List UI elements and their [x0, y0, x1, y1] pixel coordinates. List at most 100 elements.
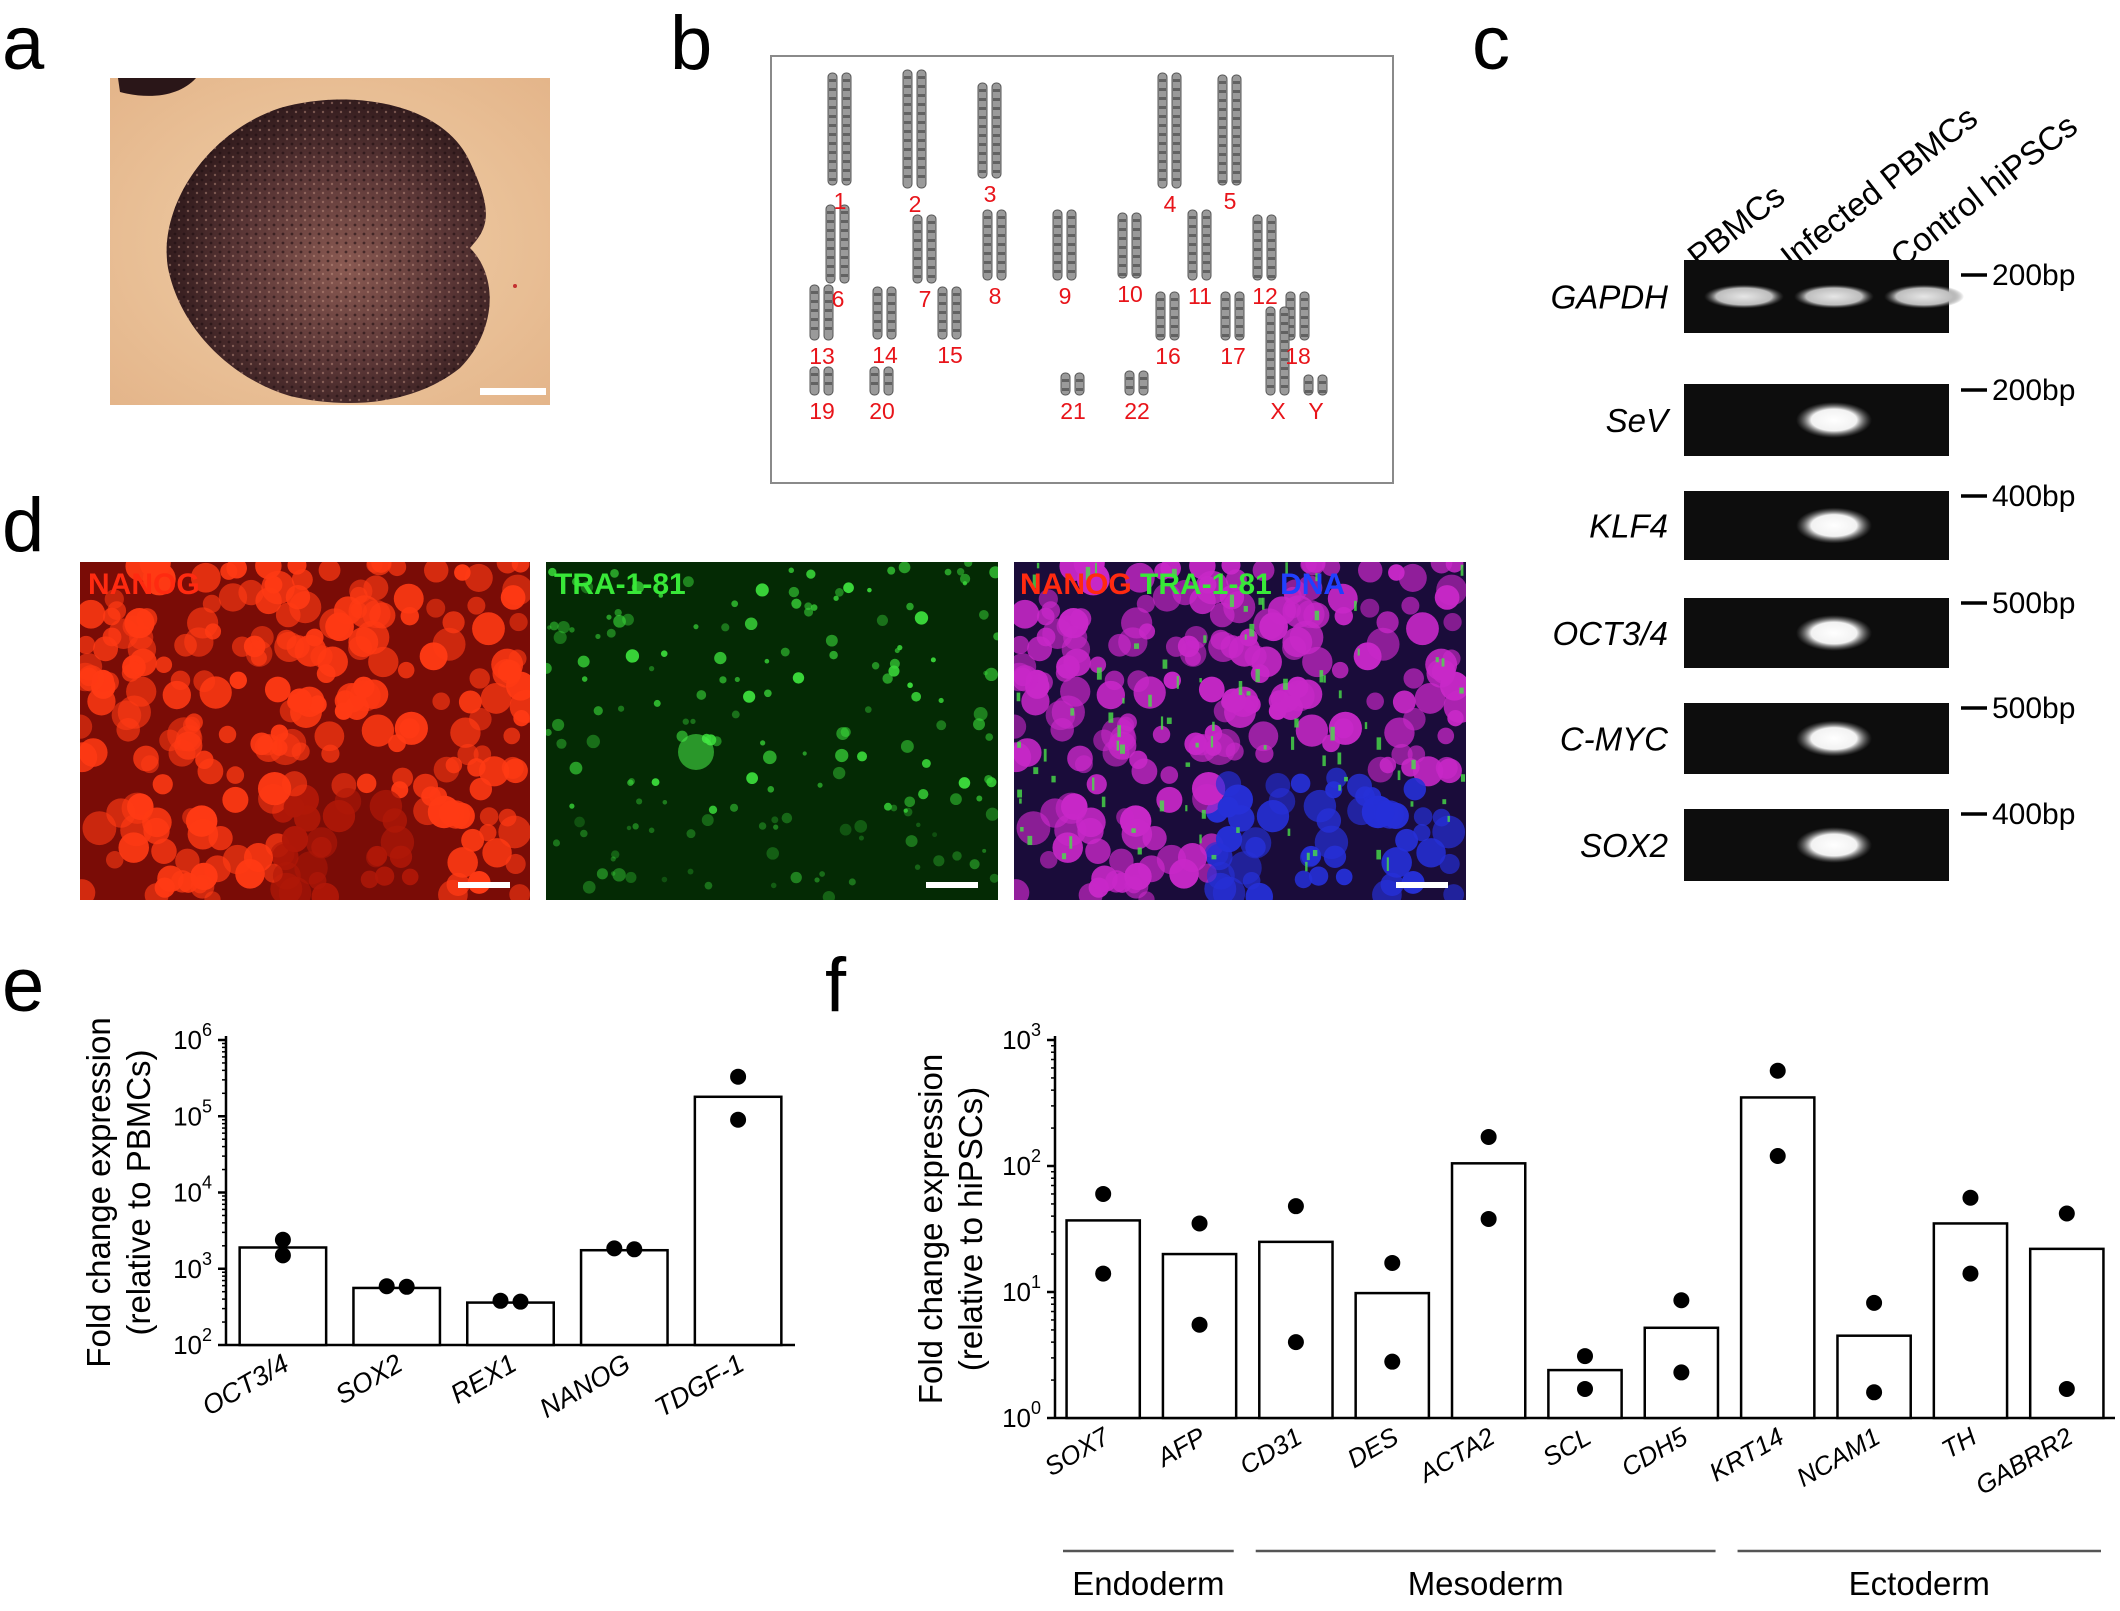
data-point: [1384, 1254, 1401, 1271]
data-point: [1769, 1062, 1786, 1079]
bar-oct3-4: [238, 1246, 328, 1347]
chart-f: 100 101 102 103 SOX7 AFP CD31 DES ACTA2 SCL CDH5 KR…: [912, 1020, 2115, 1602]
data-point: [512, 1293, 529, 1310]
category-label: NCAM1: [1791, 1421, 1885, 1492]
category-label: GABRR2: [1970, 1421, 2078, 1501]
category-label: CD31: [1234, 1421, 1307, 1480]
chromosome-label-3: 3: [984, 181, 997, 207]
chromosome-pair-3: [977, 82, 1002, 179]
chromosome-pair-17: [1220, 291, 1245, 341]
data-point: [1095, 1185, 1112, 1202]
group-label: Mesoderm: [1408, 1565, 1564, 1602]
category-label: KRT14: [1704, 1421, 1789, 1487]
data-point: [1962, 1189, 1979, 1206]
panel-letter-d: d: [2, 483, 45, 568]
bar-tdgf-1: [693, 1095, 783, 1347]
gel-gene-label: SOX2: [1580, 827, 1668, 864]
chromosome-label-4: 4: [1164, 191, 1177, 217]
chromosome-label-Y: Y: [1308, 398, 1323, 424]
gel-band: [1796, 720, 1872, 757]
chromosome-pair-21: [1060, 372, 1085, 396]
category-label: SOX2: [330, 1348, 407, 1410]
data-point: [1962, 1265, 1979, 1282]
gel-band: [1704, 284, 1784, 309]
chromosome-label-1: 1: [834, 188, 847, 214]
gel-marker-label: 500bp: [1992, 587, 2075, 620]
y-axis-label: Fold change expression(relative to hiPSC…: [912, 1054, 989, 1404]
gel-band: [1884, 284, 1964, 309]
category-label: SOX7: [1039, 1420, 1115, 1481]
y-tick-label: 103: [1002, 1020, 1041, 1055]
chart-e: 102 103 104 105 106 OCT3/4 SOX2 REX1 NANOG TDGF-1…: [80, 1017, 795, 1424]
merge-label-tra: TRA-1-81: [1140, 568, 1272, 601]
gel-gene-label: GAPDH: [1551, 279, 1669, 316]
gel-band: [1794, 284, 1874, 309]
data-point: [1866, 1294, 1883, 1311]
chromosome-label-14: 14: [872, 342, 898, 368]
merge-label-dna: DNA: [1280, 568, 1346, 601]
chromosome-pair-X: [1265, 306, 1290, 396]
nanog-label: NANOG: [88, 568, 200, 601]
data-point: [1384, 1353, 1401, 1370]
bar-ncam1: [1836, 1334, 1912, 1420]
chromosome-label-6: 6: [832, 286, 845, 312]
y-tick-label: 105: [173, 1096, 212, 1131]
category-label: SCL: [1537, 1421, 1596, 1472]
gel-row-sox2: SOX2 400bp: [1580, 798, 2075, 881]
colony-micrograph: [110, 78, 550, 405]
category-label: DES: [1342, 1421, 1404, 1474]
bar-acta2: [1450, 1162, 1527, 1420]
bar-sox2: [352, 1286, 442, 1347]
lane-label-control-hipscs: Control hiPSCs: [1883, 106, 2085, 275]
data-point: [1287, 1198, 1304, 1215]
data-point: [398, 1278, 415, 1295]
bar-th: [1932, 1222, 2009, 1420]
group-label: Ectoderm: [1849, 1565, 1990, 1602]
bar-rex1: [466, 1301, 555, 1347]
chromosome-pair-15: [937, 286, 962, 340]
data-point: [606, 1240, 623, 1257]
chromosome-pair-2: [902, 69, 927, 189]
chromosome-label-21: 21: [1060, 398, 1086, 424]
data-point: [2058, 1205, 2075, 1222]
gel-gene-label: OCT3/4: [1552, 615, 1668, 652]
gel-band: [1796, 507, 1872, 544]
chromosome-pair-6: [825, 204, 850, 284]
data-point: [274, 1247, 291, 1264]
chromosome-pair-Y: [1303, 374, 1328, 396]
data-point: [492, 1292, 509, 1309]
y-tick-label: 103: [173, 1249, 212, 1284]
chromosome-pair-11: [1187, 209, 1212, 281]
chromosome-label-13: 13: [809, 343, 835, 369]
bar-cd31: [1258, 1240, 1334, 1420]
chromosome-pair-4: [1157, 72, 1182, 189]
chromosome-label-16: 16: [1155, 343, 1181, 369]
data-point: [1191, 1215, 1208, 1232]
category-label: NANOG: [535, 1348, 636, 1423]
gel-band: [1796, 827, 1872, 863]
category-label: AFP: [1150, 1421, 1211, 1474]
y-tick-label: 102: [1002, 1146, 1041, 1181]
data-point: [626, 1241, 643, 1258]
merge-label-nanog: NANOG: [1020, 568, 1132, 601]
chromosome-label-17: 17: [1220, 343, 1246, 369]
gel-marker-label: 200bp: [1992, 374, 2075, 407]
chromosome-pair-20: [869, 366, 894, 396]
gel-gene-label: C-MYC: [1560, 721, 1669, 758]
chromosome-pair-12: [1252, 214, 1277, 281]
data-point: [378, 1278, 395, 1295]
data-point: [730, 1068, 747, 1085]
chromosome-pair-13: [809, 284, 834, 341]
chromosome-label-12: 12: [1252, 283, 1278, 309]
data-point: [1287, 1334, 1304, 1351]
chromosome-pair-19: [809, 366, 834, 396]
data-point: [1095, 1265, 1112, 1282]
gel-row-gapdh: GAPDH 200bp: [1551, 259, 2075, 333]
panel-letter-a: a: [2, 1, 45, 86]
gel-marker-label: 500bp: [1992, 692, 2075, 725]
y-tick-label: 104: [173, 1173, 212, 1208]
gel-row-oct3-4: OCT3/4 500bp: [1552, 587, 2075, 668]
gel-band: [1796, 402, 1872, 438]
y-tick-label: 100: [1002, 1398, 1041, 1433]
chromosome-pair-14: [872, 286, 897, 340]
